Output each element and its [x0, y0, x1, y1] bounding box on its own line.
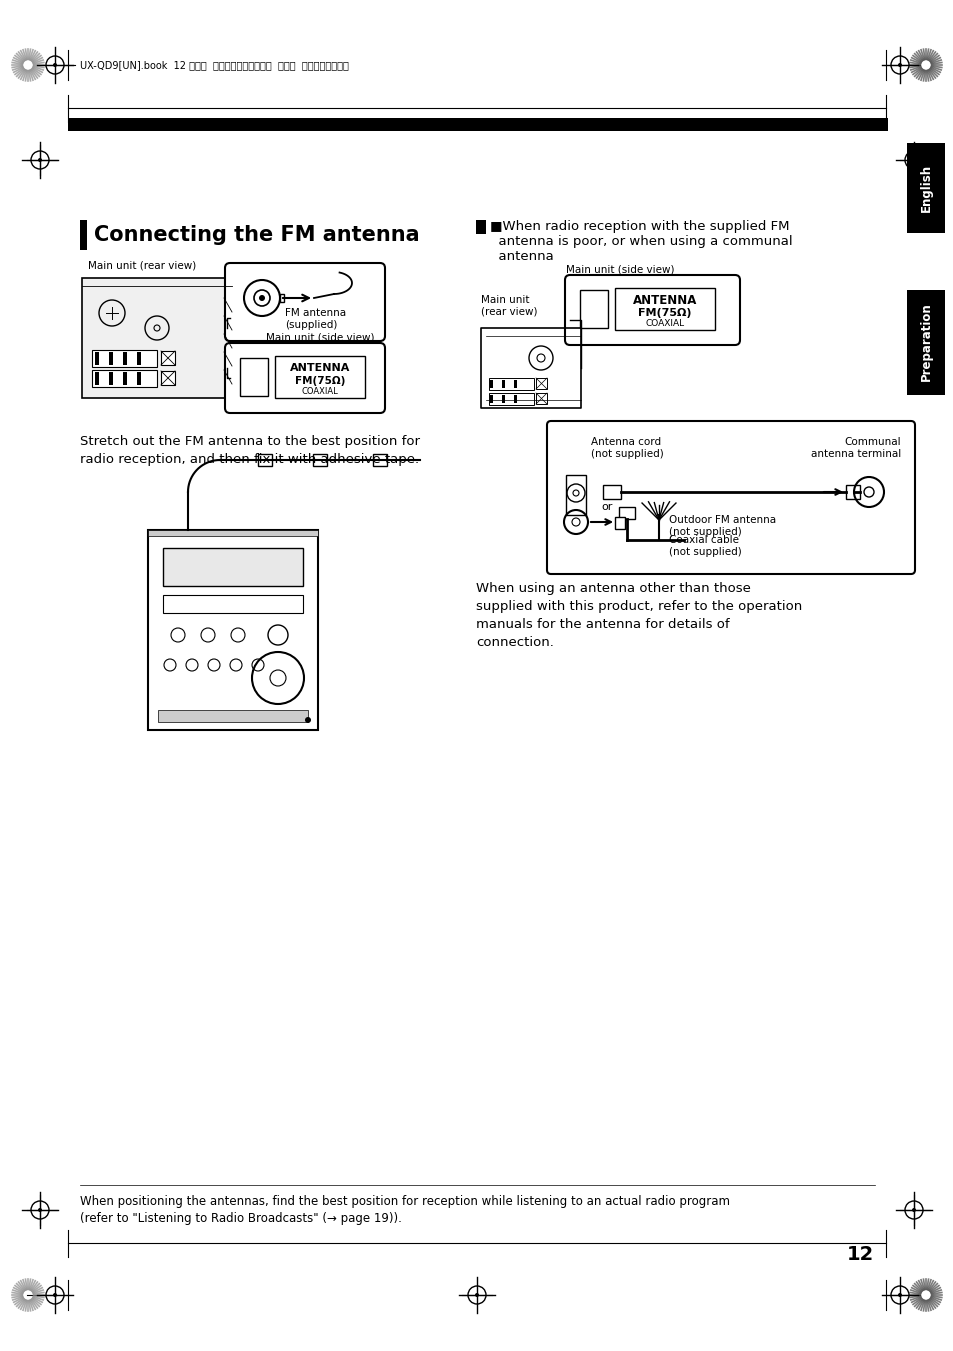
Bar	[476, 220, 485, 234]
Circle shape	[897, 63, 901, 68]
Text: Main unit (rear view): Main unit (rear view)	[88, 259, 196, 270]
Bar	[514, 380, 517, 388]
Bar	[565, 476, 585, 515]
Text: ANTENNA: ANTENNA	[290, 363, 350, 373]
Bar	[489, 393, 534, 405]
Circle shape	[911, 158, 915, 162]
Bar	[161, 372, 174, 385]
Bar	[602, 485, 620, 499]
Bar	[158, 711, 308, 721]
Text: COAXIAL: COAXIAL	[645, 319, 684, 328]
Text: antenna is poor, or when using a communal: antenna is poor, or when using a communa…	[490, 235, 792, 249]
Text: antenna: antenna	[490, 250, 553, 263]
Circle shape	[475, 1293, 478, 1297]
Text: 12: 12	[845, 1246, 873, 1265]
FancyBboxPatch shape	[546, 422, 914, 574]
Bar	[501, 394, 504, 403]
FancyBboxPatch shape	[564, 276, 740, 345]
Text: FM antenna
(supplied): FM antenna (supplied)	[285, 308, 346, 330]
Bar	[313, 454, 327, 466]
Bar	[615, 288, 714, 330]
Bar	[906, 143, 944, 232]
Bar	[274, 357, 365, 399]
Bar	[163, 594, 303, 613]
Text: Coaxial cable
(not supplied): Coaxial cable (not supplied)	[668, 535, 741, 557]
Bar	[906, 290, 944, 394]
Text: When using an antenna other than those
supplied with this product, refer to the : When using an antenna other than those s…	[476, 582, 801, 648]
Text: Main unit (side view): Main unit (side view)	[266, 332, 374, 343]
Text: Connecting the FM antenna: Connecting the FM antenna	[94, 226, 419, 245]
Bar	[536, 393, 546, 404]
Circle shape	[305, 717, 311, 723]
Bar	[109, 353, 112, 365]
FancyBboxPatch shape	[225, 343, 385, 413]
Text: UX-QD9[UN].book  12 ページ  ２００４年９月２８日  火曜日  午前１０時５４分: UX-QD9[UN].book 12 ページ ２００４年９月２８日 火曜日 午前…	[80, 59, 349, 70]
Text: ■When radio reception with the supplied FM: ■When radio reception with the supplied …	[490, 220, 789, 232]
Text: Antenna cord
(not supplied): Antenna cord (not supplied)	[590, 436, 663, 458]
Bar	[137, 353, 141, 365]
Bar	[161, 351, 174, 365]
Bar	[148, 530, 317, 730]
Text: When positioning the antennas, find the best position for reception while listen: When positioning the antennas, find the …	[80, 1196, 729, 1225]
Circle shape	[38, 1208, 42, 1212]
Bar	[163, 549, 303, 586]
Bar	[91, 350, 157, 367]
Bar	[123, 353, 127, 365]
Bar	[280, 295, 284, 303]
Bar	[95, 353, 99, 365]
Text: COAXIAL: COAXIAL	[301, 388, 338, 396]
Bar	[91, 370, 157, 386]
Circle shape	[53, 63, 57, 68]
Bar	[95, 372, 99, 385]
Circle shape	[258, 295, 265, 301]
Circle shape	[53, 1293, 57, 1297]
Text: ANTENNA: ANTENNA	[632, 293, 697, 307]
Text: or: or	[600, 503, 612, 512]
Text: Communal
antenna terminal: Communal antenna terminal	[810, 436, 900, 458]
Bar	[490, 380, 493, 388]
Text: Main unit (side view): Main unit (side view)	[565, 265, 674, 276]
Circle shape	[911, 1208, 915, 1212]
Bar	[501, 380, 504, 388]
Bar	[579, 290, 607, 328]
Bar	[148, 530, 317, 536]
Bar	[489, 378, 534, 390]
Bar	[137, 372, 141, 385]
Text: Preparation: Preparation	[919, 303, 931, 381]
Text: English: English	[919, 163, 931, 212]
Bar	[845, 485, 859, 499]
Bar	[536, 378, 546, 389]
Bar	[615, 517, 624, 530]
Text: FM(75Ω): FM(75Ω)	[638, 308, 691, 317]
Bar	[109, 372, 112, 385]
Bar	[373, 454, 387, 466]
Bar	[123, 372, 127, 385]
Text: Outdoor FM antenna
(not supplied): Outdoor FM antenna (not supplied)	[668, 515, 776, 536]
Bar	[68, 118, 887, 131]
Bar	[80, 220, 87, 250]
Bar	[240, 358, 268, 396]
Text: Stretch out the FM antenna to the best position for
radio reception, and then fi: Stretch out the FM antenna to the best p…	[80, 435, 419, 466]
Bar	[618, 507, 635, 519]
Bar	[514, 394, 517, 403]
Text: Main unit
(rear view): Main unit (rear view)	[480, 295, 537, 316]
Bar	[490, 394, 493, 403]
Circle shape	[38, 158, 42, 162]
Bar	[82, 278, 232, 399]
Circle shape	[897, 1293, 901, 1297]
Bar	[257, 454, 272, 466]
Text: FM(75Ω): FM(75Ω)	[294, 376, 345, 386]
FancyBboxPatch shape	[225, 263, 385, 340]
